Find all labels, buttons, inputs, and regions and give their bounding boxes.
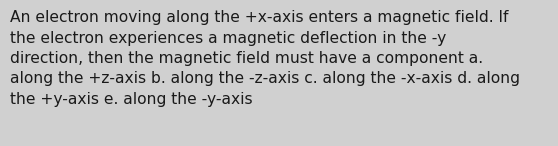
Text: An electron moving along the +x-axis enters a magnetic field. If
the electron ex: An electron moving along the +x-axis ent… <box>10 10 520 107</box>
